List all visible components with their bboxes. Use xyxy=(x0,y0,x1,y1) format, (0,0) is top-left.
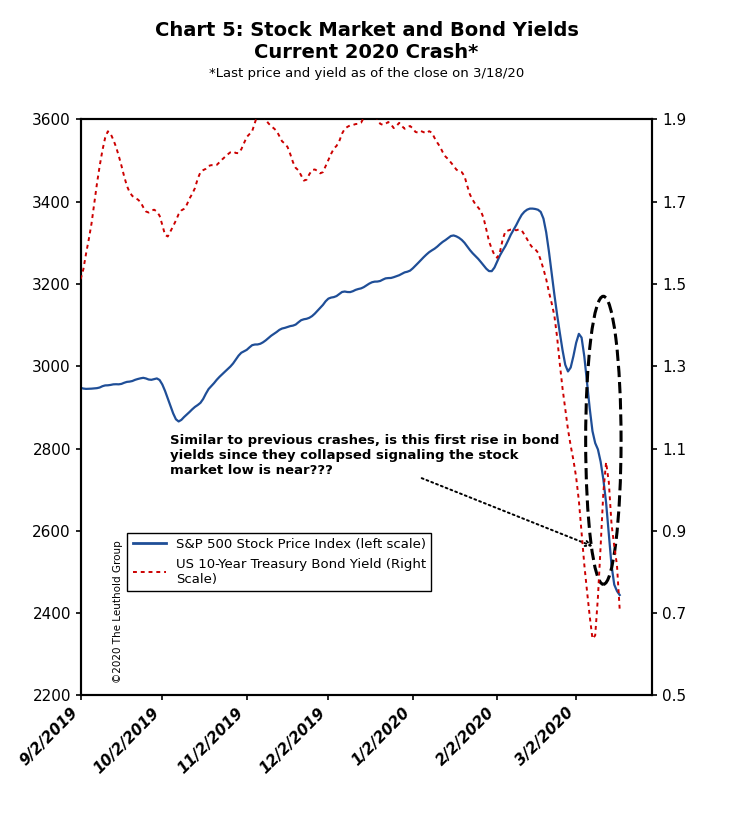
Legend: S&P 500 Stock Price Index (left scale), US 10-Year Treasury Bond Yield (Right
Sc: S&P 500 Stock Price Index (left scale), … xyxy=(128,532,432,591)
Text: Current 2020 Crash*: Current 2020 Crash* xyxy=(254,43,479,62)
Text: Chart 5: Stock Market and Bond Yields: Chart 5: Stock Market and Bond Yields xyxy=(155,21,578,40)
Text: Similar to previous crashes, is this first rise in bond
yields since they collap: Similar to previous crashes, is this fir… xyxy=(171,435,591,546)
Text: *Last price and yield as of the close on 3/18/20: *Last price and yield as of the close on… xyxy=(209,67,524,81)
Text: ©2020 The Leuthold Group: ©2020 The Leuthold Group xyxy=(113,540,123,682)
